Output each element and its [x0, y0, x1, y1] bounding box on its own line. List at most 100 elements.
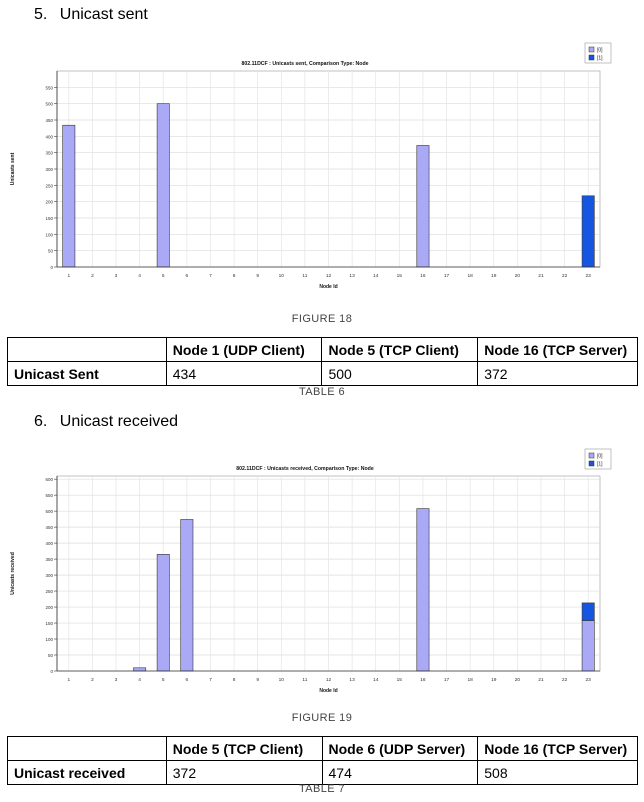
bar	[581, 195, 595, 268]
chart-title: 802.11DCF : Unicasts sent, Comparison Ty…	[241, 61, 368, 67]
table-header-cell: Node 16 (TCP Server)	[477, 736, 638, 761]
table-header-cell	[7, 736, 167, 761]
table-header-cell: Node 5 (TCP Client)	[165, 736, 323, 761]
table-6-caption: Table 6	[0, 386, 644, 398]
legend-label: [1]	[597, 462, 603, 468]
x-tick-label: 13	[349, 677, 355, 683]
x-tick-label: 2	[91, 273, 94, 279]
table-cell: 508	[477, 760, 638, 785]
bar	[133, 667, 147, 672]
x-tick-label: 15	[397, 677, 403, 683]
legend-swatch	[588, 452, 595, 459]
y-tick-label: 0	[50, 669, 53, 674]
figure-18-caption: Figure 18	[0, 313, 644, 325]
y-tick-label: 50	[48, 653, 54, 658]
section-5-number: 5.	[34, 6, 48, 23]
y-tick-label: 0	[50, 265, 53, 270]
x-tick-label: 10	[279, 273, 285, 279]
table-header-cell: Node 16 (TCP Server)	[477, 337, 638, 362]
x-tick-label: 4	[138, 273, 141, 279]
y-tick-label: 350	[45, 151, 53, 156]
x-tick-label: 19	[491, 273, 497, 279]
x-tick-label: 5	[162, 677, 165, 683]
x-tick-label: 23	[586, 273, 592, 279]
x-tick-label: 4	[138, 677, 141, 683]
x-tick-label: 11	[302, 677, 307, 683]
y-tick-label: 550	[45, 85, 53, 90]
table-7-caption: Table 7	[0, 783, 644, 795]
table-6-caption-text: Table 6	[298, 386, 345, 398]
x-tick-label: 7	[209, 677, 212, 683]
x-tick-label: 19	[491, 677, 497, 683]
bar	[416, 508, 430, 672]
x-tick-label: 14	[373, 273, 379, 279]
x-tick-label: 14	[373, 677, 379, 683]
legend-swatch	[588, 46, 595, 53]
legend-swatch	[588, 460, 595, 467]
y-tick-label: 300	[45, 167, 53, 172]
table-cell: 372	[165, 760, 323, 785]
bar	[581, 602, 595, 621]
legend-swatch	[588, 54, 595, 61]
table-header-cell: Node 1 (UDP Client)	[165, 337, 323, 362]
y-tick-label: 450	[45, 118, 53, 123]
x-tick-label: 5	[162, 273, 165, 279]
x-tick-label: 12	[326, 677, 332, 683]
x-tick-label: 1	[67, 677, 70, 683]
section-6-title: Unicast received	[59, 413, 179, 430]
x-tick-label: 8	[233, 273, 236, 279]
section-6-heading: 6. Unicast received	[34, 413, 178, 431]
table-6: Node 1 (UDP Client) Node 5 (TCP Client) …	[7, 337, 638, 386]
x-tick-label: 22	[562, 677, 568, 683]
x-tick-label: 20	[515, 677, 521, 683]
row-label: Unicast received	[7, 760, 167, 785]
y-tick-label: 250	[45, 183, 53, 188]
y-tick-label: 250	[45, 589, 53, 594]
x-tick-label: 11	[302, 273, 307, 279]
legend: [0][1]	[584, 42, 612, 64]
x-tick-label: 21	[538, 273, 544, 279]
bar	[581, 620, 595, 672]
x-tick-label: 9	[256, 677, 259, 683]
section-5-heading: 5. Unicast sent	[34, 6, 148, 24]
x-tick-label: 3	[115, 273, 118, 279]
y-tick-label: 500	[45, 102, 53, 107]
x-tick-label: 17	[444, 677, 450, 683]
x-tick-label: 1	[67, 273, 70, 279]
figure-18-caption-text: Figure 18	[291, 313, 353, 325]
x-tick-label: 6	[186, 273, 189, 279]
table-header-cell: Node 5 (TCP Client)	[321, 337, 479, 362]
table-7: Node 5 (TCP Client) Node 6 (UDP Server) …	[7, 736, 638, 785]
figure-19-caption: Figure 19	[0, 712, 644, 724]
y-tick-label: 100	[45, 232, 53, 237]
y-tick-label: 500	[45, 509, 53, 514]
y-tick-label: 550	[45, 493, 53, 498]
legend-label: [0]	[597, 48, 603, 54]
table-cell: 434	[165, 361, 323, 386]
y-tick-label: 200	[45, 605, 53, 610]
table-row: Unicast received 372 474 508	[7, 760, 638, 785]
y-tick-label: 600	[45, 477, 53, 482]
bar	[156, 554, 170, 672]
x-tick-label: 18	[467, 677, 473, 683]
y-tick-label: 300	[45, 573, 53, 578]
row-label: Unicast Sent	[7, 361, 167, 386]
y-tick-label: 400	[45, 541, 53, 546]
table-6-header-row: Node 1 (UDP Client) Node 5 (TCP Client) …	[7, 337, 638, 362]
y-axis-label: Unicasts sent	[10, 152, 16, 185]
y-tick-label: 450	[45, 525, 53, 530]
table-header-cell	[7, 337, 167, 362]
table-cell: 474	[321, 760, 479, 785]
y-tick-label: 200	[45, 200, 53, 205]
x-tick-label: 16	[420, 273, 426, 279]
chart-title: 802.11DCF : Unicasts received, Compariso…	[236, 466, 374, 472]
table-cell: 500	[321, 361, 479, 386]
x-tick-label: 12	[326, 273, 332, 279]
x-axis-label: Node Id	[319, 688, 337, 694]
x-tick-label: 13	[349, 273, 355, 279]
section-6-number: 6.	[34, 413, 48, 430]
legend: [0][1]	[584, 448, 612, 470]
x-tick-label: 10	[279, 677, 285, 683]
section-5-title: Unicast sent	[59, 6, 148, 23]
